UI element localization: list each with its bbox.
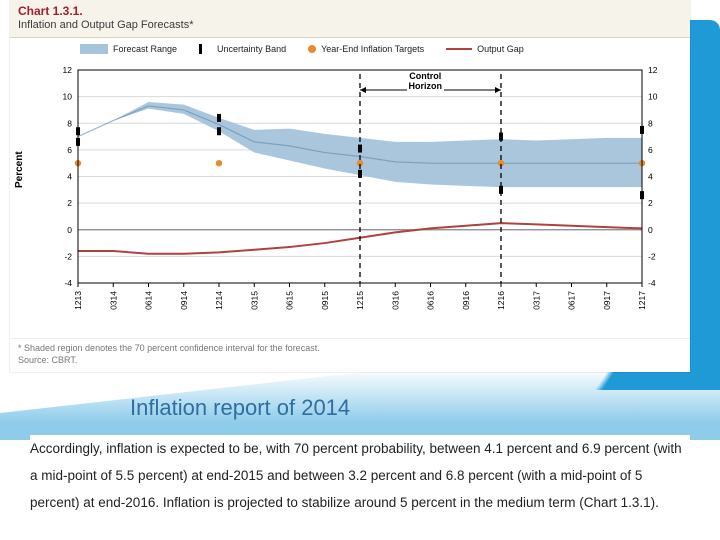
- svg-text:0317: 0317: [531, 291, 541, 310]
- svg-text:0314: 0314: [108, 291, 118, 310]
- svg-text:4: 4: [648, 172, 653, 182]
- svg-text:0: 0: [67, 225, 72, 235]
- svg-text:1217: 1217: [637, 291, 647, 310]
- svg-text:0616: 0616: [426, 291, 436, 310]
- chart-footer: * Shaded region denotes the 70 percent c…: [10, 338, 690, 372]
- svg-text:0315: 0315: [249, 291, 259, 310]
- slide-caption: Inflation report of 2014: [130, 395, 350, 421]
- range-swatch-icon: [80, 44, 108, 54]
- svg-text:0614: 0614: [144, 291, 154, 310]
- legend-targets-label: Year-End Inflation Targets: [321, 44, 424, 54]
- chart-header: Chart 1.3.1. Inflation and Output Gap Fo…: [10, 0, 690, 38]
- svg-text:-2: -2: [648, 251, 656, 261]
- svg-text:0916: 0916: [461, 291, 471, 310]
- svg-text:6: 6: [648, 145, 653, 155]
- svg-text:-4: -4: [648, 278, 656, 288]
- y-axis-label: Percent: [14, 151, 25, 188]
- legend-range: Forecast Range: [80, 44, 177, 54]
- chart-title: Inflation and Output Gap Forecasts*: [18, 19, 682, 31]
- svg-text:8: 8: [67, 118, 72, 128]
- legend-band: Uncertainty Band: [199, 44, 286, 54]
- svg-text:0615: 0615: [285, 291, 295, 310]
- svg-text:1216: 1216: [496, 291, 506, 310]
- svg-text:12: 12: [63, 65, 73, 75]
- svg-text:0: 0: [648, 225, 653, 235]
- legend-range-label: Forecast Range: [113, 44, 177, 54]
- legend-gap-label: Output Gap: [477, 44, 524, 54]
- dot-swatch-icon: [308, 45, 316, 53]
- svg-text:10: 10: [648, 92, 658, 102]
- svg-text:0914: 0914: [179, 291, 189, 310]
- svg-text:10: 10: [63, 92, 73, 102]
- svg-text:4: 4: [67, 172, 72, 182]
- svg-text:0316: 0316: [390, 291, 400, 310]
- svg-text:0915: 0915: [320, 291, 330, 310]
- svg-text:0917: 0917: [602, 291, 612, 310]
- dash-swatch-icon: [199, 44, 212, 54]
- svg-text:-2: -2: [64, 251, 72, 261]
- svg-text:0617: 0617: [567, 291, 577, 310]
- svg-text:2: 2: [67, 198, 72, 208]
- chart-plot: -4 -4 -2 -2 0 0 2 2 4 4 6 6 8 8 10 10 12 12 1213 0314 0614 09…: [50, 64, 670, 319]
- chart-body: Forecast Range Uncertainty Band Year-End…: [10, 38, 690, 338]
- chart-legend: Forecast Range Uncertainty Band Year-End…: [80, 44, 670, 54]
- chart-footnote-2: Source: CBRT.: [18, 355, 682, 367]
- legend-band-label: Uncertainty Band: [217, 44, 286, 54]
- control-horizon-label: ControlHorizon: [407, 72, 445, 92]
- chart-footnote-1: * Shaded region denotes the 70 percent c…: [18, 343, 682, 355]
- svg-text:1214: 1214: [214, 291, 224, 310]
- slide-root: Chart 1.3.1. Inflation and Output Gap Fo…: [0, 0, 720, 540]
- svg-text:12: 12: [648, 65, 658, 75]
- svg-text:2: 2: [648, 198, 653, 208]
- svg-text:8: 8: [648, 118, 653, 128]
- chart-number: Chart 1.3.1.: [18, 4, 682, 18]
- svg-text:1215: 1215: [355, 291, 365, 310]
- svg-text:6: 6: [67, 145, 72, 155]
- legend-gap: Output Gap: [446, 44, 524, 54]
- line-swatch-icon: [446, 48, 472, 50]
- svg-text:1213: 1213: [73, 291, 83, 310]
- chart-card: Chart 1.3.1. Inflation and Output Gap Fo…: [10, 0, 690, 372]
- legend-targets: Year-End Inflation Targets: [308, 44, 424, 54]
- svg-text:-4: -4: [64, 278, 72, 288]
- body-paragraph: Accordingly, inflation is expected to be…: [30, 435, 690, 516]
